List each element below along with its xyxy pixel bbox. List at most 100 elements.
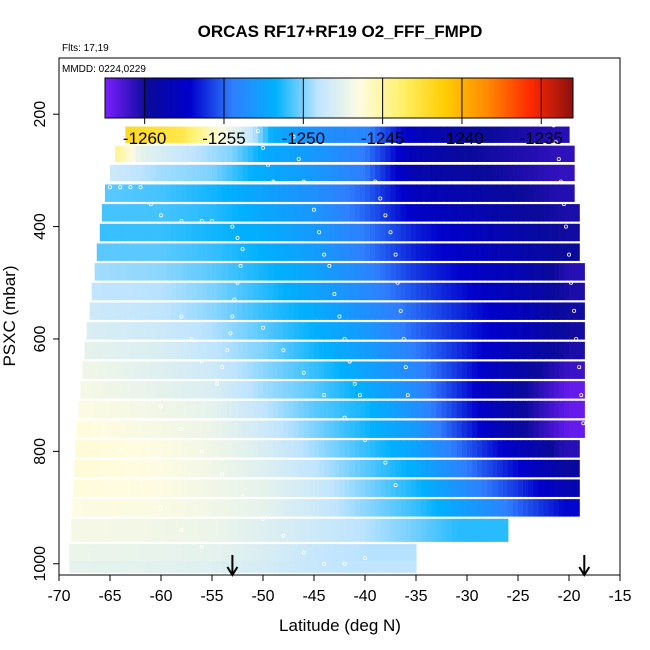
heatmap-cell [380,204,386,222]
heatmap-cell [278,243,284,261]
heatmap-cell [130,560,137,573]
heatmap-cell [314,420,320,438]
heatmap-cell [104,400,110,419]
heatmap-cell [303,341,310,360]
heatmap-cell [497,440,504,458]
heatmap-cell [232,420,239,438]
heatmap-cell [217,126,223,143]
heatmap-cell [344,400,351,419]
heatmap-cell [349,420,356,438]
heatmap-cell [518,302,524,320]
y-tick-label: 200 [32,101,49,128]
heatmap-cell [410,243,417,261]
heatmap-cell [359,440,366,458]
heatmap-cell [487,518,494,542]
heatmap-cell [273,381,279,399]
heatmap-cell [222,499,228,517]
heatmap-cell [467,164,473,182]
heatmap-cell [268,361,274,379]
heatmap-cell [553,243,560,261]
sample-point [556,157,561,162]
heatmap-cell [451,282,458,301]
heatmap-cell [426,322,432,340]
heatmap-cell [395,544,402,562]
heatmap-cell [446,381,453,399]
heatmap-cell [201,145,208,162]
heatmap-cell [293,184,300,202]
heatmap-cell [314,400,320,419]
heatmap-cell [574,243,580,261]
heatmap-cell [523,126,529,143]
heatmap-cell [155,381,162,399]
heatmap-cell [171,341,177,360]
heatmap-cell [344,204,351,222]
heatmap-cell [227,126,233,143]
heatmap-cell [329,479,335,497]
x-tick-label: -70 [47,588,70,605]
plot-area: MMDD: 0224,0229 -1260 -1255 -1250 -1245 -124… [58,57,621,577]
heatmap-cell [217,479,223,497]
heatmap-cell [252,184,259,202]
heatmap-cell [563,420,570,438]
heatmap-cell [441,164,448,182]
heatmap-cell [497,164,504,182]
sample-point [579,393,584,398]
heatmap-cell [247,361,254,379]
heatmap-cell [206,544,213,562]
heatmap-cell [451,518,458,542]
heatmap-cell [344,560,351,573]
heatmap-cell [563,126,570,143]
heatmap-cell [186,126,193,143]
heatmap-cell [523,499,529,517]
heatmap-cell [329,361,335,379]
heatmap-cell [523,184,529,202]
heatmap-cell [73,479,80,497]
heatmap-cell [410,499,417,517]
heatmap-cell [298,544,305,562]
heatmap-cell [222,126,228,143]
heatmap-cell [574,263,580,281]
heatmap-cell [533,341,539,360]
heatmap-cell [263,184,269,202]
heatmap-cell [268,204,274,222]
heatmap-cell [400,243,407,261]
heatmap-cell [538,440,545,458]
heatmap-cell [523,361,529,379]
heatmap-cell [288,145,295,162]
heatmap-cell [324,499,330,517]
heatmap-cell [416,302,422,320]
heatmap-cell [242,223,249,242]
heatmap-cell [400,302,407,320]
heatmap-cell [451,420,458,438]
heatmap-cell [298,164,305,182]
heatmap-cell [365,322,371,340]
heatmap-cell [344,223,351,242]
heatmap-cell [298,361,305,379]
heatmap-cell [247,400,254,419]
sample-point [138,477,143,482]
heatmap-cell [181,459,188,478]
heatmap-cell [395,164,402,182]
heatmap-cell [477,518,483,542]
heatmap-cell [166,243,172,261]
heatmap-cell [400,204,407,222]
heatmap-cell [222,204,228,222]
sample-point [199,544,204,549]
heatmap-cell [227,282,233,301]
heatmap-cell [416,459,422,478]
heatmap-cell [206,223,213,242]
heatmap-cell [405,282,412,301]
heatmap-cell [441,400,448,419]
heatmap-cell [512,341,519,360]
heatmap-cell [395,184,402,202]
x-tick-label: -65 [98,588,121,605]
x-tick-label: -55 [200,588,223,605]
heatmap-cell [339,499,346,517]
heatmap-cell [421,400,427,419]
heatmap-cell [232,204,239,222]
heatmap-cell [257,184,264,202]
heatmap-cell [83,479,90,497]
sample-point [148,202,153,207]
heatmap-cell [400,560,407,573]
heatmap-cell [354,243,361,261]
